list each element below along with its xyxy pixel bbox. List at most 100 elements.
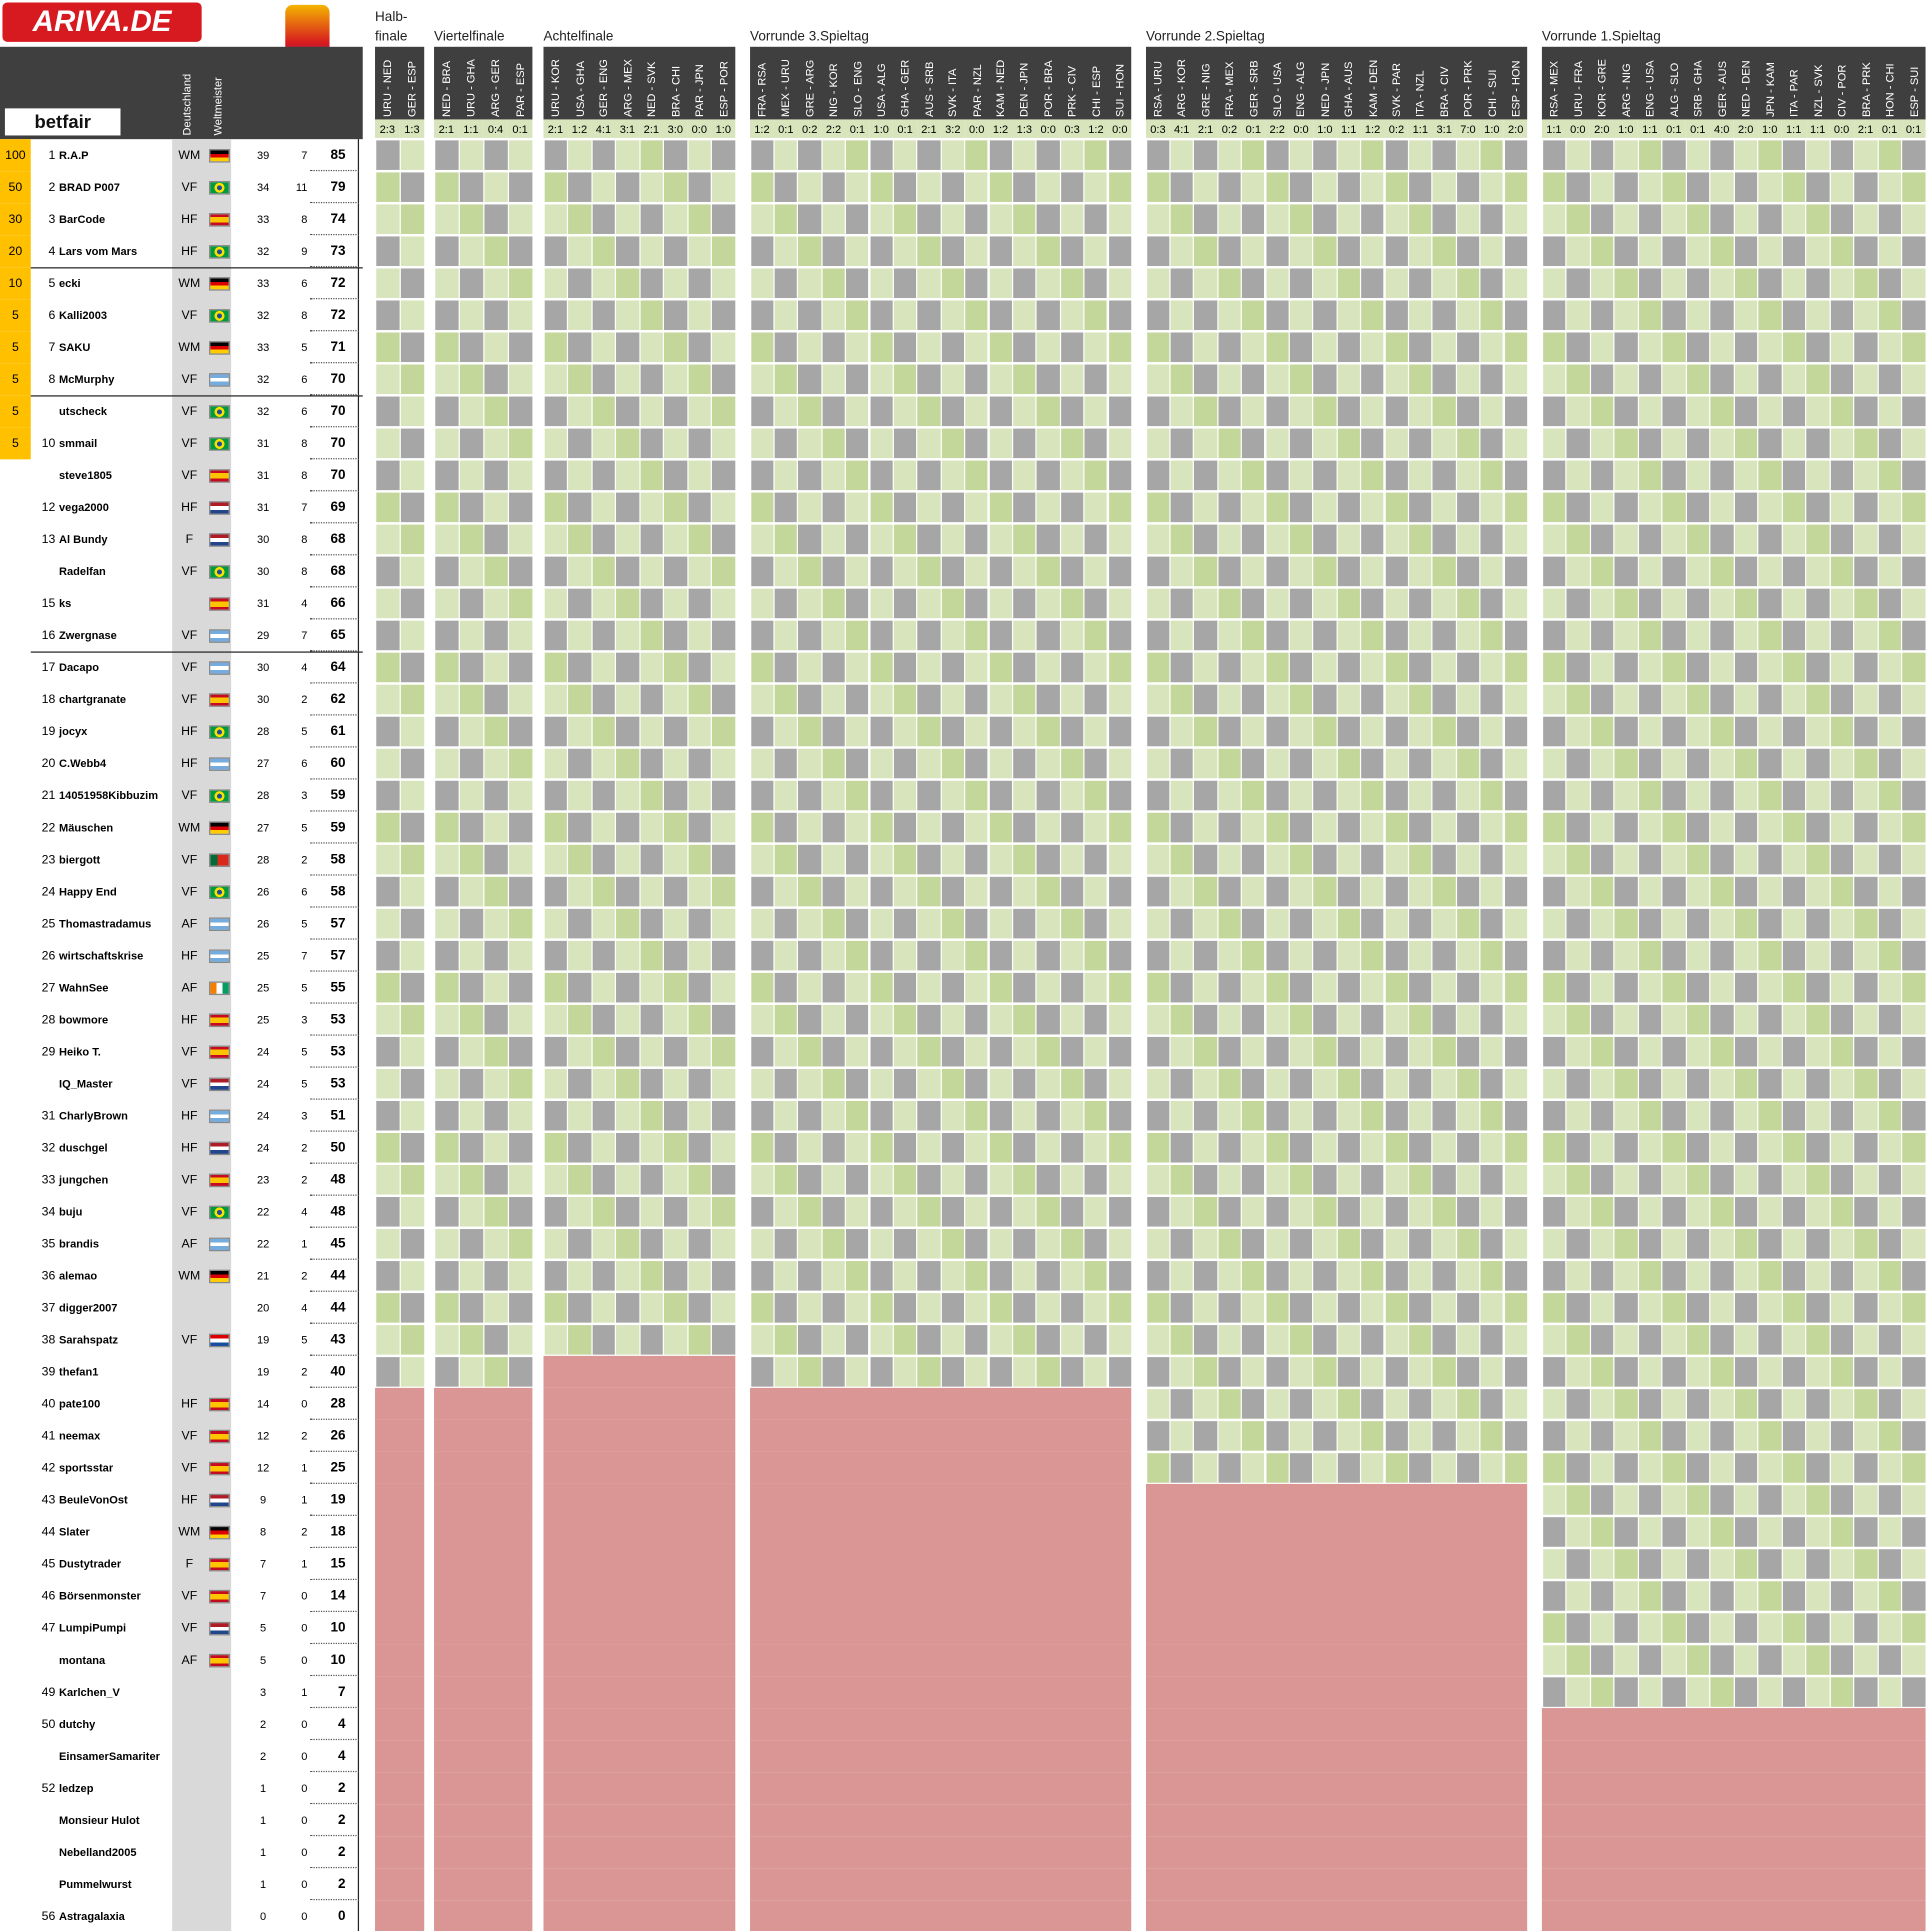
tip-cell	[1313, 1004, 1337, 1035]
pick: VF	[181, 1589, 198, 1603]
tip-cell	[1806, 1517, 1830, 1547]
tip-cell	[1408, 300, 1432, 331]
tip-cell	[1902, 1197, 1925, 1227]
rank: 41	[41, 1429, 56, 1443]
tip-cell	[1710, 908, 1734, 939]
tip-cell	[616, 780, 639, 811]
tip-cell	[434, 236, 459, 267]
tip-cell	[941, 172, 965, 202]
tip-cell	[592, 300, 615, 331]
tip-cell	[1194, 1100, 1217, 1131]
tip-cell	[1782, 620, 1806, 651]
tip-cell	[592, 716, 615, 747]
rank: 32	[41, 1140, 56, 1155]
no-tip	[543, 1900, 736, 1931]
tip-cell	[1013, 1004, 1036, 1035]
tip-cell	[1385, 1389, 1408, 1419]
tip-cell	[1542, 940, 1566, 971]
tip-cell	[1170, 300, 1194, 331]
tip-cell	[375, 460, 400, 491]
total: 57	[309, 907, 360, 940]
tip-cell	[822, 1293, 845, 1323]
champion-points: 1	[301, 1461, 308, 1475]
tip-cell	[1806, 620, 1830, 651]
tip-cell	[544, 1100, 567, 1131]
player-name: BRAD P007	[59, 181, 120, 194]
no-tip	[434, 1612, 533, 1645]
tip-cell	[1758, 1132, 1782, 1163]
tip-cell	[1878, 1613, 1901, 1643]
tip-cell	[375, 172, 400, 202]
tip-cell	[1662, 1068, 1686, 1099]
tip-cell	[1060, 588, 1084, 619]
tip-cell	[1265, 1293, 1289, 1323]
tip-cell	[616, 524, 639, 555]
tip-cell	[1194, 140, 1217, 170]
tip-cell	[1385, 908, 1408, 939]
tip-cell	[1614, 940, 1638, 971]
tip-cell	[1242, 1132, 1265, 1163]
bonus: 20	[0, 235, 31, 268]
tip-cell	[941, 268, 965, 299]
tip-cell	[640, 1229, 663, 1259]
tip-cell	[711, 716, 735, 747]
tip-cell	[1432, 460, 1456, 491]
tip-cell	[459, 364, 483, 395]
flag	[209, 1269, 230, 1284]
tip-cell	[459, 780, 483, 811]
tip-cell	[544, 524, 567, 555]
match-result: 1:0	[711, 119, 736, 138]
tip-cell	[1902, 1389, 1925, 1419]
flag	[209, 1429, 230, 1444]
tip-cell	[1686, 876, 1710, 907]
tip-cell	[1170, 684, 1194, 715]
tip-cell	[774, 620, 798, 651]
tip-cell	[917, 908, 941, 939]
tip-cell	[1830, 1485, 1854, 1515]
tip-cell	[1432, 844, 1456, 875]
tip-cell	[1194, 1325, 1217, 1355]
tip-cell	[1686, 428, 1710, 459]
tip-cell	[434, 748, 459, 779]
tip-cell	[917, 588, 941, 619]
tip-cell	[1385, 268, 1408, 299]
tip-cell	[822, 652, 845, 683]
match-result: 4:1	[1169, 119, 1194, 138]
tip-cell	[822, 428, 845, 459]
tip-cell	[1013, 876, 1036, 907]
tip-cell	[1265, 684, 1289, 715]
tip-cell	[1878, 300, 1901, 331]
tip-cell	[1830, 172, 1854, 202]
tip-cell	[483, 1164, 508, 1195]
tip-cell	[1806, 1197, 1830, 1227]
tip-cell	[1242, 1004, 1265, 1035]
tip-cell	[893, 460, 917, 491]
tip-cell	[1289, 460, 1313, 491]
tip-cell	[1504, 492, 1528, 523]
tip-cell	[750, 588, 774, 619]
tip-cell	[1830, 1581, 1854, 1611]
tip-cell	[1662, 268, 1686, 299]
tip-cell	[1734, 1261, 1758, 1291]
tip-cell	[1758, 460, 1782, 491]
tip-cell	[687, 620, 711, 651]
tip-cell	[1878, 1453, 1901, 1483]
total: 53	[309, 1067, 360, 1100]
no-tip	[375, 1708, 425, 1741]
match-result: 2:1	[1193, 119, 1218, 138]
tip-cell	[1806, 1261, 1830, 1291]
tip-cell	[1590, 524, 1614, 555]
tip-cell	[750, 300, 774, 331]
tip-cell	[1782, 972, 1806, 1003]
tip-cell	[1313, 1036, 1337, 1067]
tip-cell	[1590, 1293, 1614, 1323]
tip-cell	[1806, 460, 1830, 491]
tip-cell	[508, 748, 532, 779]
tip-cell	[822, 844, 845, 875]
total: 64	[309, 651, 360, 684]
tip-cell	[1289, 268, 1313, 299]
tip-cell	[1710, 588, 1734, 619]
tip-cell	[750, 364, 774, 395]
tip-cell	[941, 588, 965, 619]
tip-cell	[1758, 428, 1782, 459]
